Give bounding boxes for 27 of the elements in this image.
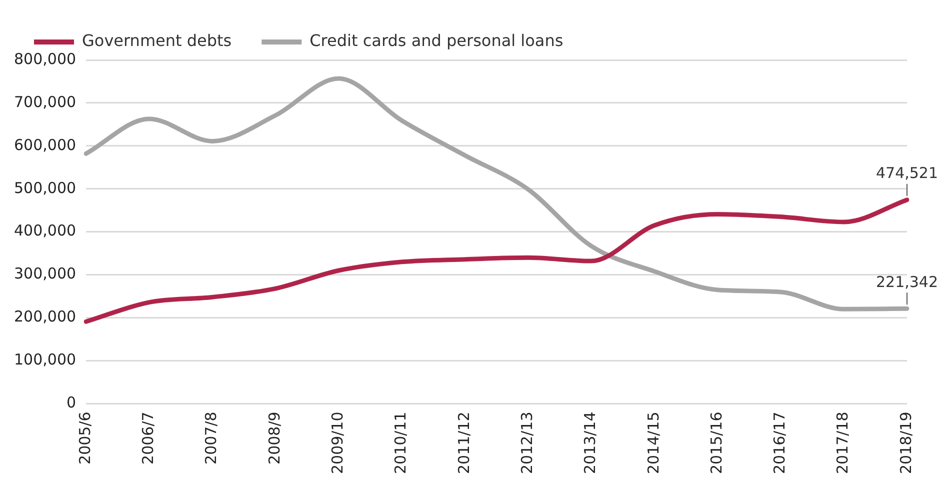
x-tick-label: 2016/17 [770, 412, 789, 474]
y-tick-label: 800,000 [14, 50, 76, 68]
x-tick-label: 2014/15 [644, 412, 662, 474]
x-tick-label: 2010/11 [392, 412, 410, 474]
y-tick-label: 500,000 [14, 178, 76, 197]
data-label: 474,521 [876, 164, 938, 182]
x-tick-label: 2005/6 [76, 412, 94, 464]
x-tick-label: 2012/13 [518, 412, 536, 474]
y-tick-label: 600,000 [14, 136, 76, 154]
x-tick-label: 2015/16 [707, 412, 726, 474]
x-tick-label: 2008/9 [265, 412, 284, 464]
x-tick-label: 2006/7 [139, 412, 158, 464]
y-tick-label: 300,000 [14, 264, 76, 283]
data-label: 221,342 [876, 272, 938, 291]
legend-label: Government debts [82, 31, 232, 50]
x-tick-label: 2007/8 [202, 412, 220, 464]
x-tick-label: 2011/12 [454, 412, 473, 474]
legend-label: Credit cards and personal loans [310, 31, 564, 50]
y-tick-label: 700,000 [14, 92, 76, 111]
x-tick-label: 2018/19 [896, 412, 915, 474]
y-tick-label: 200,000 [14, 308, 76, 326]
y-tick-label: 0 [66, 394, 76, 412]
x-tick-label: 2013/14 [581, 412, 600, 474]
y-tick-label: 100,000 [14, 350, 76, 369]
x-tick-label: 2009/10 [328, 412, 347, 474]
x-tick-label: 2017/18 [834, 412, 852, 474]
y-tick-label: 400,000 [14, 222, 76, 240]
